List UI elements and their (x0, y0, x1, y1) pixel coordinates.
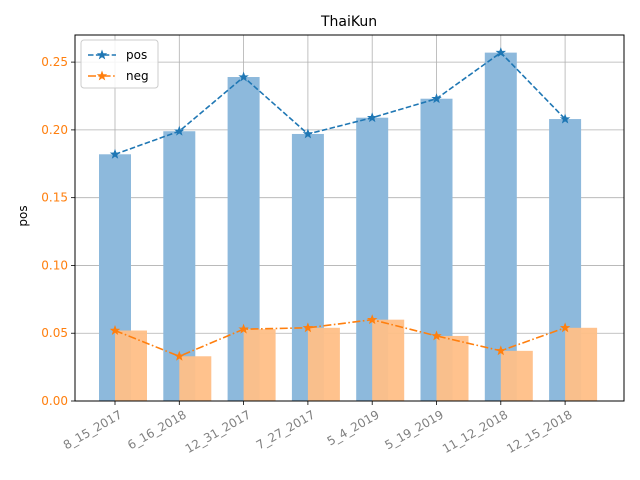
pos-point (238, 71, 249, 82)
pos-point (367, 112, 378, 123)
grid-layer (75, 35, 624, 402)
y-tick-label: 0.00 (41, 394, 68, 408)
x-tick-label: 5_19_2019 (382, 407, 446, 452)
x-tick-label: 7_27_2017 (254, 407, 318, 452)
neg-point (174, 350, 185, 361)
pos-point (109, 148, 121, 159)
pos-point (431, 93, 442, 104)
lines-layer (109, 47, 571, 361)
neg-point (495, 345, 507, 356)
pos-point (174, 125, 185, 136)
bar-neg (436, 335, 469, 401)
x-tick-label: 6_16_2018 (125, 407, 189, 452)
pos-point (559, 113, 571, 124)
neg-point (431, 330, 442, 341)
neg-point (238, 323, 249, 334)
legend-marker-neg (96, 70, 108, 81)
y-tick-label: 0.10 (41, 258, 68, 272)
bar-pos (484, 52, 517, 401)
pos-point (302, 128, 314, 139)
plot-border (74, 34, 625, 402)
y-tick-label: 0.25 (41, 55, 68, 69)
y-tick-label: 0.20 (41, 123, 68, 137)
neg-point (559, 322, 571, 333)
pos-line (114, 51, 566, 156)
x-tick-label: 12_31_2017 (183, 407, 253, 456)
legend: pos neg (80, 39, 159, 89)
bar-neg (243, 329, 276, 401)
bar-neg (307, 327, 340, 401)
bars-layer (99, 52, 598, 402)
chart-title: ThaiKun (320, 14, 377, 30)
bar-neg (179, 356, 212, 401)
bar-neg (565, 327, 598, 401)
x-tick-label: 8_15_2017 (61, 407, 125, 452)
neg-line (114, 318, 566, 358)
x-tick-label: 5_4_2019 (325, 407, 382, 448)
pos-point (495, 47, 507, 58)
neg-point (109, 325, 121, 335)
x-tick-label: 12_15_2018 (504, 407, 574, 456)
bar-neg (115, 330, 147, 401)
y-tick-label: 0.15 (41, 191, 68, 205)
y-axis-label: pos (16, 205, 30, 226)
legend-marker-pos (96, 49, 108, 60)
x-tick-label: 11_12_2018 (440, 407, 510, 456)
legend-label-pos: pos (126, 48, 147, 62)
bar-neg (500, 350, 533, 401)
neg-point (366, 314, 378, 325)
legend-label-neg: neg (126, 69, 149, 83)
plot-frame (74, 34, 625, 402)
y-tick-label: 0.05 (41, 326, 68, 340)
bar-neg (372, 319, 405, 401)
neg-point (302, 322, 314, 333)
